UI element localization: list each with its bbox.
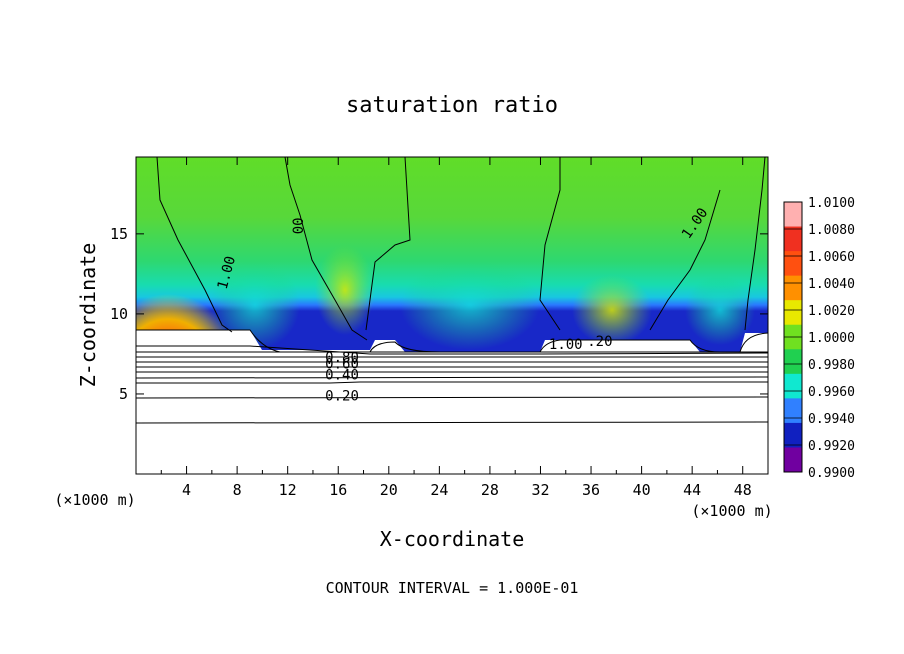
colorbar-label: 1.0080: [808, 223, 855, 238]
contour-labels: 1.0000 1.001.00.200.800.600.400.20: [215, 205, 712, 404]
x-tick-label: 44: [683, 481, 701, 499]
y-unit-label: (×1000 m): [54, 491, 135, 509]
subsaturated-region: [136, 330, 768, 474]
x-tick-label: 28: [481, 481, 499, 499]
x-tick-label: 36: [582, 481, 600, 499]
colorbar-label: 0.9920: [808, 439, 855, 454]
plot-frame: [135, 156, 769, 475]
contour-lines: [136, 157, 768, 424]
colorbar: 1.0100 1.0080 1.0060 1.0040 1.0020 1.0000 0.99…: [783, 196, 855, 481]
cyan-region-1: [210, 260, 300, 350]
contour-label: 1.00: [549, 337, 583, 353]
colorbar-label: 1.0100: [808, 196, 855, 211]
colorbar-swatch: [784, 398, 802, 424]
colorbar-swatch: [784, 300, 802, 326]
colorbar-swatch: [784, 226, 802, 252]
cyan-region-2: [400, 260, 540, 350]
x-axis-ticks: 4 8 12 16 20 24 28 32 36 40 44 48: [160, 157, 752, 499]
contour-label: 0.60: [325, 356, 359, 372]
x-tick-label: 20: [380, 481, 398, 499]
colorbar-swatch: [784, 447, 802, 473]
x-tick-label: 8: [233, 481, 242, 499]
colorbar-swatch: [784, 202, 802, 228]
y-axis-ticks: 5 10 15: [110, 225, 768, 403]
contour-label: 0.40: [325, 368, 359, 384]
colorbar-label: 0.9900: [808, 466, 855, 481]
x-tick-label: 40: [633, 481, 651, 499]
contour-label: 00: [291, 217, 307, 234]
contour-interval-note: CONTOUR INTERVAL = 1.000E-01: [326, 579, 579, 597]
colorbar-label: 1.0060: [808, 250, 855, 265]
yellow-region-1: [315, 245, 375, 335]
x-tick-label: 24: [430, 481, 448, 499]
colorbar-swatch: [784, 251, 802, 277]
y-tick-label: 15: [110, 225, 128, 243]
colorbar-swatch: [784, 373, 802, 399]
plot-field: [136, 157, 768, 474]
cyan-region-3: [685, 275, 755, 345]
colorbar-label: 1.0000: [808, 331, 855, 346]
colorbar-label: 1.0040: [808, 277, 855, 292]
contour-label: .20: [587, 334, 612, 350]
contour-label: 0.20: [325, 388, 359, 404]
colorbar-swatch: [784, 349, 802, 375]
x-tick-label: 48: [734, 481, 752, 499]
colorbar-label: 0.9940: [808, 412, 855, 427]
x-tick-label: 4: [182, 481, 191, 499]
x-tick-label: 16: [329, 481, 347, 499]
x-tick-label: 12: [279, 481, 297, 499]
colorbar-label: 0.9980: [808, 358, 855, 373]
colorbar-swatch: [784, 422, 802, 448]
chart-title: saturation ratio: [346, 93, 558, 118]
x-unit-label: (×1000 m): [691, 502, 772, 520]
colorbar-swatch: [784, 275, 802, 301]
colorbar-label: 1.0020: [808, 304, 855, 319]
contour-label: 0.80: [325, 350, 359, 366]
x-tick-label: 32: [531, 481, 549, 499]
colorbar-label: 0.9960: [808, 385, 855, 400]
y-tick-label: 10: [110, 305, 128, 323]
y-axis-label: Z-coordinate: [76, 243, 100, 388]
yellow-region-2: [572, 275, 652, 345]
y-tick-label: 5: [119, 385, 128, 403]
x-axis-label: X-coordinate: [380, 527, 525, 551]
